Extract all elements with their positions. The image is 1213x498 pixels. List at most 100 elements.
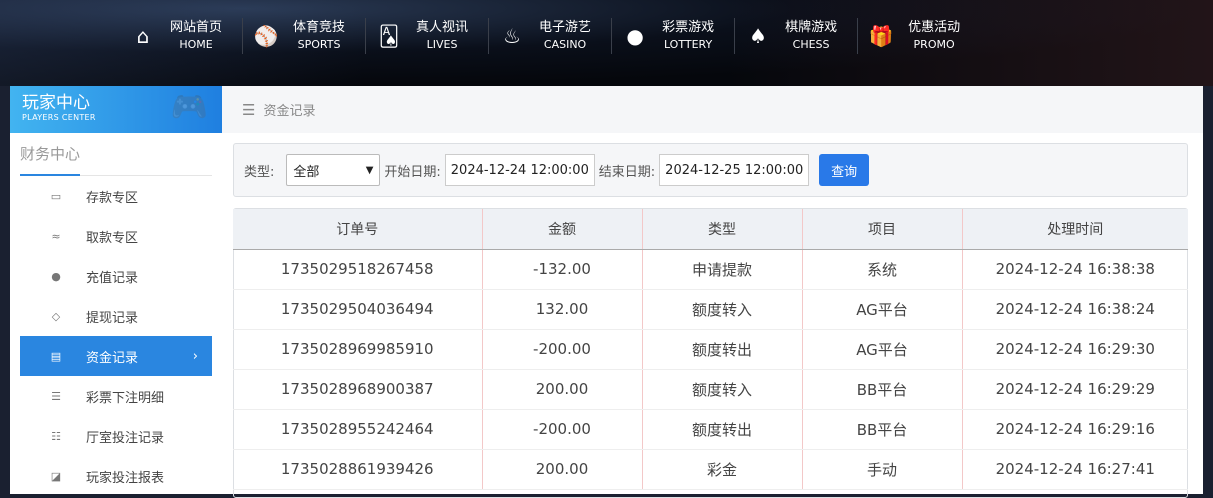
nav-item-promo[interactable]: 🎁 优惠活动 PROMO — [858, 18, 980, 54]
breadcrumb-current: 资金记录 — [263, 104, 316, 119]
table-cell: 申请提款 — [642, 249, 803, 290]
nav-label-en: CHESS — [792, 38, 830, 51]
sidebar-item-label: 充值记录 — [86, 270, 139, 286]
sidebar-item-label: 取款专区 — [86, 230, 139, 246]
nav-item-chess[interactable]: ♠ 棋牌游戏 CHESS — [735, 18, 859, 54]
nav-label-en: HOME — [179, 38, 213, 51]
table-cell: 2024-12-24 16:38:24 — [962, 289, 1188, 330]
table-cell: 系统 — [802, 249, 963, 290]
table-row: 1735028969985910 -200.00 额度转出 AG平台 2024-12-2… — [233, 329, 1188, 370]
nav-item-casino[interactable]: ♨ 电子游艺 CASINO — [489, 18, 613, 54]
sidebar-item[interactable]: ◇ 提现记录 — [20, 296, 212, 336]
sidebar-title: 玩家中心 — [22, 93, 90, 113]
nav-label-en: SPORTS — [297, 38, 341, 51]
chess-icon: ♠ — [749, 24, 768, 48]
sidebar-item-icon: ◪ — [50, 469, 62, 483]
sidebar-item[interactable]: ☷ 厅室投注记录 — [20, 416, 212, 456]
section-label: 财务中心 — [20, 143, 81, 176]
table-cell: AG平台 — [802, 289, 963, 330]
nav-label-cn: 优惠活动 — [908, 20, 961, 35]
nav-label-cn: 真人视讯 — [416, 20, 469, 35]
lives-icon: 🂡 — [378, 24, 400, 48]
sidebar-item-icon: ≈ — [51, 229, 61, 243]
menu-icon[interactable]: ☰ — [242, 100, 256, 119]
nav-label-en: CASINO — [543, 38, 587, 51]
sidebar-menu: ▭ 存款专区 ≈ 取款专区 ● 充值记录 ◇ 提现记录 ▤ 资金记录 › ☰ 彩票下注明细 ☷ 厅室投注记录… — [10, 176, 222, 496]
sidebar-item[interactable]: ≈ 取款专区 — [20, 216, 212, 256]
sidebar-item-icon: ▭ — [50, 189, 62, 203]
main-nav: ⌂ 网站首页 HOME ⚾ 体育竞技 SPORTS 🂡 真人视讯 LIVES ♨ 电子游艺 CASIN… — [120, 18, 980, 54]
nav-item-lives[interactable]: 🂡 真人视讯 LIVES — [366, 18, 490, 54]
table-cell: 1735028969985910 — [233, 329, 483, 370]
table-cell: 彩金 — [642, 449, 803, 490]
table-row: 1735028861939426 200.00 彩金 手动 2024-12-24 16:… — [233, 449, 1188, 490]
sidebar-item-icon: ◇ — [51, 309, 61, 323]
sports-icon: ⚾ — [253, 24, 279, 48]
table-cell: 手动 — [802, 449, 963, 490]
table-cell: 2024-12-24 16:27:41 — [962, 449, 1188, 490]
sidebar-item[interactable]: ● 充值记录 — [20, 256, 212, 296]
start-date-label: 开始日期: — [384, 164, 441, 180]
nav-label-cn: 电子游艺 — [539, 20, 592, 35]
sidebar-item-icon: ☷ — [51, 429, 61, 443]
nav-label: 电子游艺 CASINO — [539, 19, 591, 53]
sidebar-subtitle: PLAYERS CENTER — [22, 113, 96, 122]
table-cell: 200.00 — [482, 369, 643, 410]
nav-label-en: PROMO — [913, 38, 955, 51]
type-select[interactable]: 全部 ▼ — [286, 154, 381, 186]
breadcrumb: ☰ 资金记录 — [222, 86, 1203, 133]
query-button[interactable]: 查询 — [819, 154, 870, 186]
nav-label-cn: 体育竞技 — [293, 20, 346, 35]
sidebar-item-label: 彩票下注明细 — [86, 390, 165, 406]
lottery-icon: ● — [626, 24, 644, 48]
table-cell: BB平台 — [802, 409, 963, 450]
table-cell: 2024-12-24 16:29:30 — [962, 329, 1188, 370]
gamepad-icon: 🎮 — [170, 90, 208, 125]
column-header[interactable]: 类型 — [642, 209, 803, 250]
finance-center-tab[interactable]: 财务中心 — [20, 143, 212, 176]
promo-icon: 🎁 — [868, 24, 894, 48]
main-content: ☰ 资金记录 类型: 全部 ▼ 开始日期: 2024-12-24 12:00:00… — [222, 86, 1203, 498]
column-header[interactable]: 处理时间 — [962, 209, 1188, 250]
end-date-label: 结束日期: — [598, 164, 656, 180]
nav-label-cn: 网站首页 — [170, 20, 223, 35]
sidebar-item[interactable]: ▭ 存款专区 — [20, 176, 212, 216]
start-date-input[interactable]: 2024-12-24 12:00:00 — [444, 154, 595, 186]
sidebar-item-label: 玩家投注报表 — [86, 470, 165, 486]
nav-label: 真人视讯 LIVES — [416, 19, 468, 53]
sidebar-item[interactable]: ◪ 玩家投注报表 — [20, 456, 212, 496]
table-header-row: 订单号 金额 类型 项目 处理时间 — [233, 209, 1188, 250]
chevron-down-icon: ▼ — [365, 164, 374, 176]
nav-label: 体育竞技 SPORTS — [293, 19, 345, 53]
sidebar-item-icon: ● — [51, 269, 61, 283]
sidebar-item[interactable]: ☰ 彩票下注明细 — [20, 376, 212, 416]
nav-label-en: LIVES — [426, 38, 458, 51]
top-navigation-bar: ⌂ 网站首页 HOME ⚾ 体育竞技 SPORTS 🂡 真人视讯 LIVES ♨ 电子游艺 CASIN… — [0, 0, 1213, 86]
table-cell: -200.00 — [482, 409, 643, 450]
column-header[interactable]: 项目 — [802, 209, 963, 250]
nav-label: 棋牌游戏 CHESS — [785, 19, 837, 53]
nav-item-lottery[interactable]: ● 彩票游戏 LOTTERY — [612, 18, 736, 54]
column-header[interactable]: 订单号 — [233, 209, 483, 250]
sidebar-item[interactable]: ▤ 资金记录 › — [20, 336, 212, 376]
table-row: 1735029518267458 -132.00 申请提款 系统 2024-12-24 … — [233, 249, 1188, 290]
table-cell: 额度转入 — [642, 369, 803, 410]
nav-label-cn: 棋牌游戏 — [785, 20, 838, 35]
table-cell: 132.00 — [482, 289, 643, 330]
table-row: 1735029504036494 132.00 额度转入 AG平台 2024-12-24… — [233, 289, 1188, 330]
players-center-header: 玩家中心 PLAYERS CENTER 🎮 — [10, 86, 222, 133]
chevron-right-icon: › — [192, 348, 198, 364]
column-header[interactable]: 金额 — [482, 209, 643, 250]
nav-label-en: LOTTERY — [663, 38, 713, 51]
table-cell: 1735028955242464 — [233, 409, 483, 450]
nav-item-home[interactable]: ⌂ 网站首页 HOME — [120, 18, 244, 54]
nav-label-cn: 彩票游戏 — [662, 20, 715, 35]
table-cell: 2024-12-24 16:29:16 — [962, 409, 1188, 450]
sidebar-item-label: 厅室投注记录 — [86, 430, 165, 446]
end-date-input[interactable]: 2024-12-25 12:00:00 — [659, 154, 810, 186]
table-cell: 额度转出 — [642, 409, 803, 450]
sidebar-item-label: 提现记录 — [86, 310, 139, 326]
nav-item-sports[interactable]: ⚾ 体育竞技 SPORTS — [243, 18, 367, 54]
type-select-value: 全部 — [293, 164, 320, 180]
fund-records-table: 订单号 金额 类型 项目 处理时间 1735029518267458 -132.00 申请提… — [233, 209, 1188, 490]
